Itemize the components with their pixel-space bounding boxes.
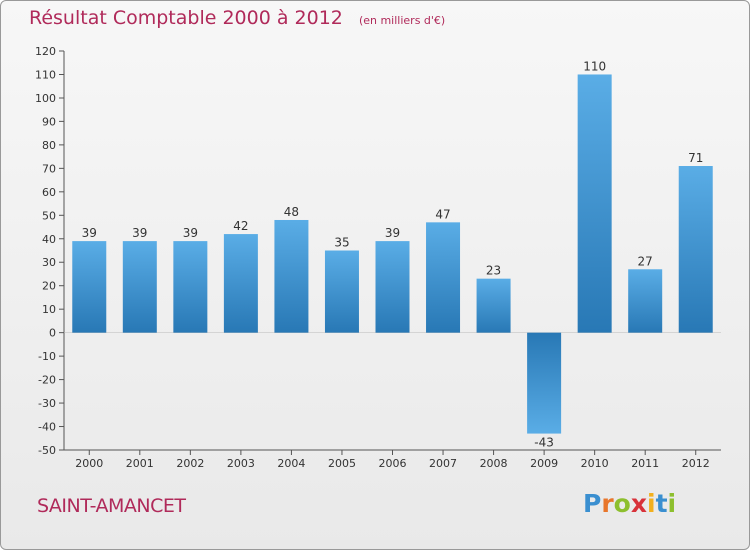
bar-value-label: 48 [284,205,299,219]
x-tick-label: 2007 [429,457,457,470]
y-tick-label: 10 [42,303,56,316]
bar-value-label: 47 [435,207,450,221]
y-tick-label: 60 [42,186,56,199]
logo-letter: r [601,489,614,518]
bar [173,241,208,333]
y-tick-label: -30 [38,397,56,410]
chart-subtitle: (en milliers d'€) [358,14,446,27]
bar-value-label: 39 [385,226,400,240]
bar [375,241,410,333]
logo-letter: i [667,489,677,518]
y-tick-label: 80 [42,139,56,152]
logo-letter: t [655,489,668,518]
x-tick-label: 2012 [682,457,710,470]
bar [577,74,612,333]
bar [476,278,511,333]
bar-value-label: 39 [82,226,97,240]
y-tick-label: 100 [35,92,56,105]
bar [324,250,359,333]
x-tick-label: 2008 [480,457,508,470]
bar-value-label: 39 [132,226,147,240]
y-tick-label: -20 [38,374,56,387]
bar-value-label: 35 [334,236,349,250]
y-tick-label: 90 [42,115,56,128]
bar [72,241,107,333]
x-tick-label: 2001 [126,457,154,470]
bar [628,269,663,333]
logo-letter: i [647,489,656,518]
x-tick-label: 2011 [631,457,659,470]
bar [223,234,258,333]
y-tick-label: 40 [42,233,56,246]
x-tick-label: 2004 [277,457,305,470]
chart-title-text: Résultat Comptable 2000 à 2012 [29,7,343,29]
x-tick-label: 2005 [328,457,356,470]
y-tick-label: -50 [38,444,56,457]
x-tick-label: 2006 [379,457,407,470]
bar-value-label: 27 [638,254,653,268]
bar-value-label: 39 [183,226,198,240]
y-tick-label: 70 [42,162,56,175]
bar [122,241,157,333]
bar [426,222,461,333]
x-tick-label: 2000 [75,457,103,470]
bar [274,219,309,333]
bar [527,332,562,434]
logo-letter: x [630,489,647,518]
chart-title: Résultat Comptable 2000 à 2012 (en milli… [29,7,445,29]
y-tick-label: 120 [35,45,56,58]
bar-value-label: 110 [583,59,606,73]
x-tick-label: 2002 [176,457,204,470]
bar-value-label: 42 [233,219,248,233]
x-tick-label: 2003 [227,457,255,470]
y-tick-label: 20 [42,280,56,293]
bar [678,166,713,333]
proxiti-logo: Proxiti [583,489,676,518]
bar-value-label: 71 [688,151,703,165]
logo-letter: o [613,489,631,518]
place-name: SAINT-AMANCET [37,495,186,517]
y-tick-label: 50 [42,209,56,222]
y-tick-label: -10 [38,350,56,363]
x-tick-label: 2009 [530,457,558,470]
logo-letter: P [583,489,602,518]
x-tick-label: 2010 [581,457,609,470]
y-tick-label: 110 [35,68,56,81]
bar-value-label: -43 [534,436,554,450]
y-tick-label: 0 [49,327,56,340]
y-tick-label: 30 [42,256,56,269]
y-tick-label: -40 [38,421,56,434]
bar-value-label: 23 [486,264,501,278]
